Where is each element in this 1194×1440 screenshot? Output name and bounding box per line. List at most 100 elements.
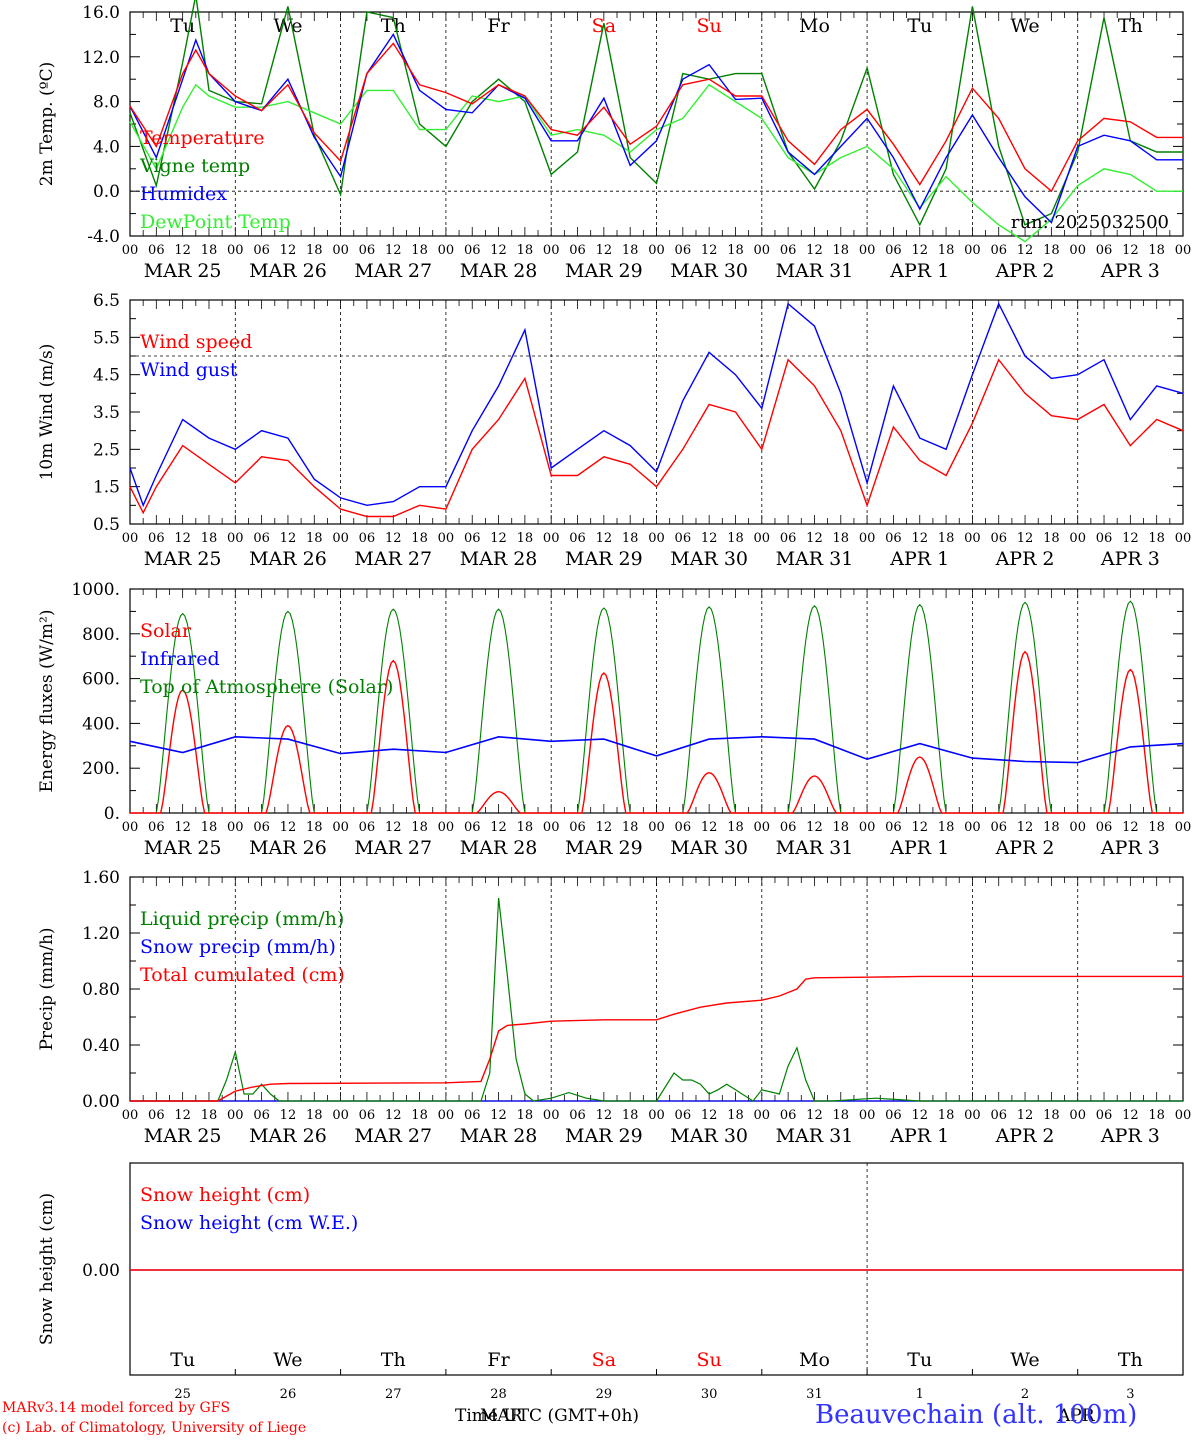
- footer-model-credit: MARv3.14 model forced by GFS: [2, 1400, 231, 1416]
- temp-date-label: APR 1: [889, 260, 949, 282]
- temp-hour-label: 00: [859, 243, 876, 258]
- temp-weekday-label: Th: [1118, 15, 1143, 37]
- energy-date-label: APR 2: [995, 837, 1055, 859]
- temp-ytick-label: 4.0: [93, 137, 120, 157]
- temp-hour-label: 18: [1148, 243, 1165, 258]
- temp-hour-label: 00: [964, 243, 981, 258]
- precip-legend-0: Liquid precip (mm/h): [140, 908, 344, 930]
- temp-legend-3: DewPoint Temp: [140, 211, 291, 233]
- energy-hour-label: 06: [148, 820, 165, 835]
- energy-hour-label: 00: [859, 820, 876, 835]
- temp-hour-label: 06: [148, 243, 165, 258]
- energy-hour-label: 12: [280, 820, 297, 835]
- energy-hour-label: 06: [253, 820, 270, 835]
- precip-hour-label: 06: [569, 1108, 586, 1123]
- temp-hour-label: 06: [359, 243, 376, 258]
- wind-date-label: MAR 31: [776, 548, 854, 570]
- energy-hour-label: 18: [201, 820, 218, 835]
- precip-hour-label: 00: [859, 1108, 876, 1123]
- precip-hour-label: 00: [648, 1108, 665, 1123]
- wind-hour-label: 18: [727, 531, 744, 546]
- precip-hour-label: 12: [701, 1108, 718, 1123]
- precip-date-label: APR 1: [889, 1125, 949, 1147]
- precip-hour-label: 18: [201, 1108, 218, 1123]
- energy-legend-0: Solar: [140, 620, 192, 642]
- precip-hour-label: 18: [1043, 1108, 1060, 1123]
- precip-date-label: MAR 28: [460, 1125, 538, 1147]
- day-number-label: 31: [806, 1387, 823, 1402]
- energy-hour-label: 06: [569, 820, 586, 835]
- temp-date-label: MAR 25: [144, 260, 222, 282]
- energy-hour-label: 12: [490, 820, 507, 835]
- precip-date-label: MAR 26: [249, 1125, 327, 1147]
- temp-date-label: APR 3: [1100, 260, 1160, 282]
- precip-hour-label: 12: [385, 1108, 402, 1123]
- day-number-label: 27: [385, 1387, 402, 1402]
- temp-hour-label: 06: [253, 243, 270, 258]
- wind-hour-label: 06: [148, 531, 165, 546]
- energy-hour-label: 18: [938, 820, 955, 835]
- energy-series-infrared: [129, 735, 1184, 764]
- energy-ytick-label: 800.: [82, 625, 120, 645]
- wind-hour-label: 00: [122, 531, 139, 546]
- snow-legend-1: Snow height (cm W.E.): [140, 1212, 358, 1234]
- snow-weekday-label: Fr: [487, 1349, 510, 1371]
- footer-lab-credit: (c) Lab. of Climatology, University of L…: [2, 1420, 307, 1436]
- temp-date-label: MAR 27: [354, 260, 432, 282]
- energy-hour-label: 12: [701, 820, 718, 835]
- precip-hour-label: 18: [306, 1108, 323, 1123]
- day-number-label: 2: [1021, 1387, 1029, 1402]
- wind-hour-label: 06: [253, 531, 270, 546]
- temp-weekday-label: We: [273, 15, 302, 37]
- precip-hour-label: 00: [1069, 1108, 1086, 1123]
- temp-legend-2: Humidex: [140, 183, 227, 205]
- temp-hour-label: 12: [385, 243, 402, 258]
- energy-hour-label: 18: [833, 820, 850, 835]
- precip-hour-label: 06: [464, 1108, 481, 1123]
- wind-frame: [129, 299, 1184, 525]
- temp-date-label: MAR 28: [460, 260, 538, 282]
- precip-hour-label: 18: [411, 1108, 428, 1123]
- temp-hour-label: 00: [227, 243, 244, 258]
- energy-hour-label: 12: [806, 820, 823, 835]
- temp-weekday-label: We: [1010, 15, 1039, 37]
- precip-hour-label: 12: [806, 1108, 823, 1123]
- wind-hour-label: 18: [1043, 531, 1060, 546]
- energy-hour-label: 00: [332, 820, 349, 835]
- temp-hour-label: 18: [938, 243, 955, 258]
- wind-hour-label: 06: [675, 531, 692, 546]
- time-axis-label: Time UTC (GMT+0h): [455, 1406, 640, 1426]
- temp-hour-label: 12: [1122, 243, 1139, 258]
- temp-hour-label: 12: [806, 243, 823, 258]
- energy-hour-label: 12: [596, 820, 613, 835]
- run-label: run: 2025032500: [1011, 212, 1169, 233]
- precip-hour-label: 12: [174, 1108, 191, 1123]
- energy-hour-label: 18: [411, 820, 428, 835]
- temp-hour-label: 18: [727, 243, 744, 258]
- energy-hour-label: 00: [438, 820, 455, 835]
- energy-legend-1: Infrared: [140, 648, 220, 670]
- energy-hour-label: 00: [122, 820, 139, 835]
- wind-date-label: MAR 30: [670, 548, 748, 570]
- precip-hour-label: 18: [622, 1108, 639, 1123]
- temp-hour-label: 00: [648, 243, 665, 258]
- wind-hour-label: 00: [859, 531, 876, 546]
- day-number-label: 28: [490, 1387, 507, 1402]
- wind-hour-label: 06: [1096, 531, 1113, 546]
- temp-hour-label: 12: [174, 243, 191, 258]
- precip-ytick-label: 0.40: [82, 1036, 120, 1056]
- precip-hour-label: 12: [596, 1108, 613, 1123]
- wind-date-label: MAR 28: [460, 548, 538, 570]
- precip-hour-label: 00: [964, 1108, 981, 1123]
- station-name: Beauvechain (alt. 100m): [815, 1400, 1138, 1430]
- wind-hour-label: 18: [938, 531, 955, 546]
- precip-date-label: APR 3: [1100, 1125, 1160, 1147]
- temp-date-label: MAR 31: [776, 260, 854, 282]
- energy-hour-label: 06: [780, 820, 797, 835]
- wind-hour-label: 00: [1175, 531, 1192, 546]
- energy-hour-label: 06: [464, 820, 481, 835]
- energy-hour-label: 18: [622, 820, 639, 835]
- precip-legend-1: Snow precip (mm/h): [140, 936, 336, 958]
- wind-hour-label: 06: [990, 531, 1007, 546]
